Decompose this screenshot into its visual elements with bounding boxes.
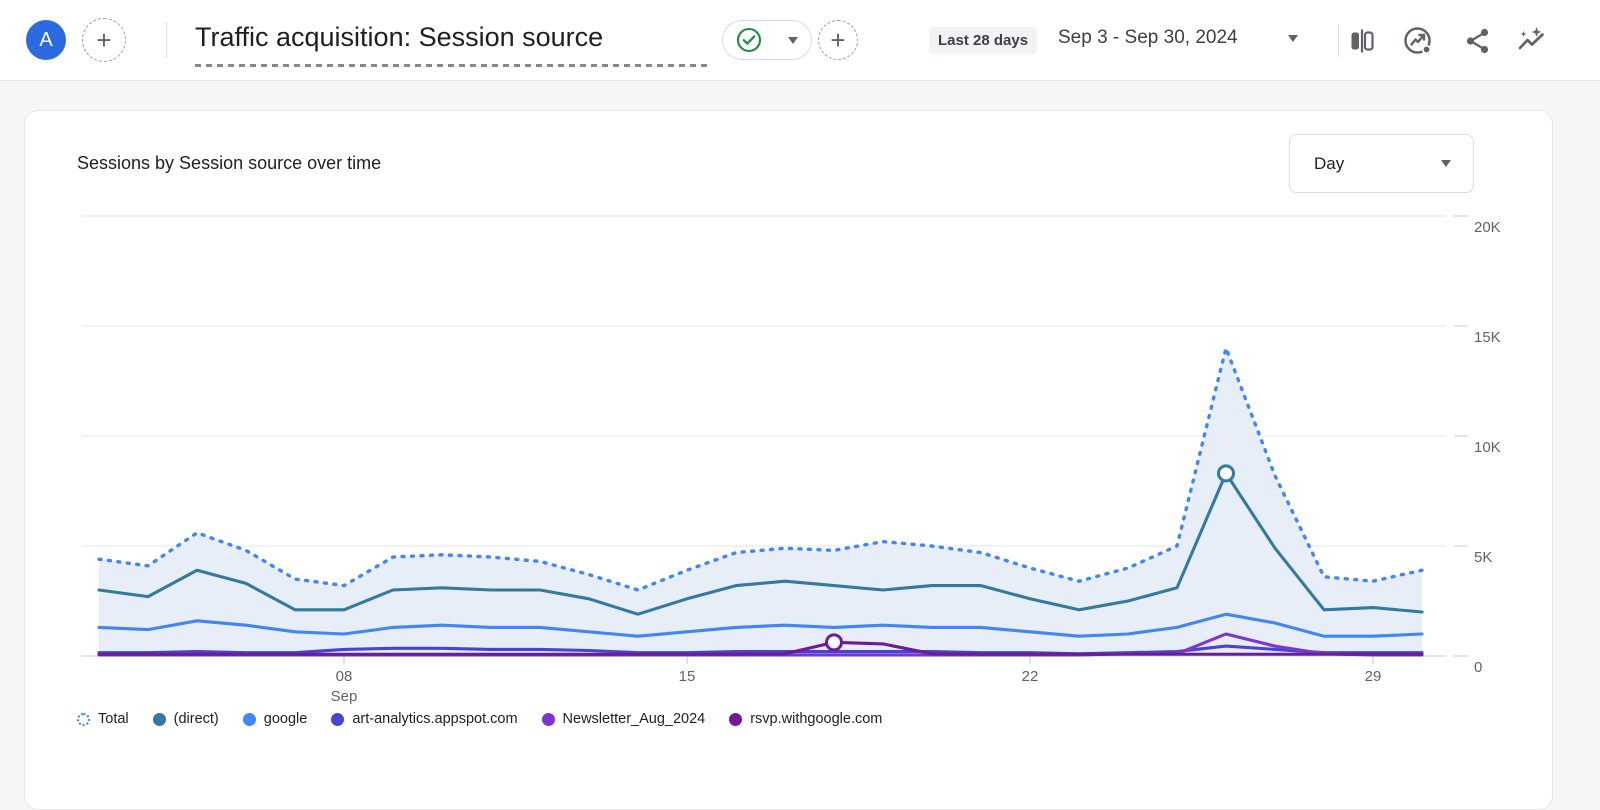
y-axis-label: 5K xyxy=(1474,549,1492,566)
x-axis-label: 15 xyxy=(679,668,696,685)
insights-circle-icon[interactable] xyxy=(1402,25,1434,57)
granularity-dropdown[interactable]: Day xyxy=(1289,134,1474,193)
legend-label: google xyxy=(263,711,308,727)
legend-item-rsvp-withgoogle-com[interactable]: rsvp.withgoogle.com xyxy=(729,711,882,727)
legend-label: art-analytics.appspot.com xyxy=(352,711,518,727)
caret-down-icon xyxy=(1441,160,1451,167)
title-edit-underline xyxy=(195,64,712,67)
series-line-art-analytics-appspot-com xyxy=(97,644,1424,656)
legend-label: Total xyxy=(98,711,129,727)
legend-item-total[interactable]: Total xyxy=(77,711,129,727)
divider xyxy=(166,22,167,58)
chart-title: Sessions by Session source over time xyxy=(77,153,382,173)
avatar[interactable]: A xyxy=(26,20,66,60)
report-title[interactable]: Traffic acquisition: Session source xyxy=(195,22,604,52)
plus-icon: + xyxy=(830,25,846,55)
app-header: A + Traffic acquisition: Session source … xyxy=(0,0,1600,81)
legend-item-google[interactable]: google xyxy=(242,711,308,727)
series-line-rsvp-withgoogle-com xyxy=(97,640,1424,656)
add-comparison-button[interactable]: + xyxy=(82,18,126,62)
legend-dot xyxy=(152,712,166,726)
x-axis-label: 29 xyxy=(1365,668,1382,685)
series-line--direct- xyxy=(97,471,1424,616)
date-range-badge: Last 28 days xyxy=(929,27,1038,54)
comparison-icon[interactable] xyxy=(1346,25,1378,57)
legend-item-art-analytics-appspot-com[interactable]: art-analytics.appspot.com xyxy=(331,711,518,727)
y-axis-label: 15K xyxy=(1474,329,1501,346)
caret-down-icon[interactable] xyxy=(1288,35,1298,42)
caret-down-icon xyxy=(788,36,798,44)
series-area-total xyxy=(99,348,1422,656)
check-circle-icon xyxy=(736,27,762,53)
series-line-total xyxy=(97,346,1424,592)
x-axis-label: 22 xyxy=(1022,668,1039,685)
legend-item-newsletter-aug-2024[interactable]: Newsletter_Aug_2024 xyxy=(541,711,706,727)
legend-dot xyxy=(331,712,345,726)
series-line-google xyxy=(97,612,1424,638)
y-axis-label: 20K xyxy=(1474,219,1501,236)
sparkline-insights-icon[interactable] xyxy=(1516,25,1548,57)
avatar-letter: A xyxy=(39,28,53,51)
x-axis-sublabel: Sep xyxy=(331,688,358,705)
plus-icon: + xyxy=(96,25,112,55)
chart-legend: Total (direct) google art-analytics.appspot… xyxy=(77,711,882,727)
x-axis-label: 08 xyxy=(336,668,353,685)
legend-dot-dashed xyxy=(77,712,90,726)
y-axis-label: 0 xyxy=(1474,659,1482,676)
legend-dot xyxy=(541,712,555,726)
sessions-chart-svg: 20K 15K 10K 5K 0 08 Sep 15 22 29 xyxy=(81,215,1501,705)
divider xyxy=(1338,24,1339,57)
sessions-chart: 20K 15K 10K 5K 0 08 Sep 15 22 29 xyxy=(81,206,1521,711)
granularity-value: Day xyxy=(1314,153,1345,173)
legend-dot xyxy=(242,712,256,726)
report-card: Sessions by Session source over time Day… xyxy=(24,110,1553,810)
y-axis-label: 10K xyxy=(1474,439,1501,456)
legend-label: (direct) xyxy=(173,711,219,727)
add-report-button[interactable]: + xyxy=(818,20,858,60)
legend-label: Newsletter_Aug_2024 xyxy=(562,711,706,727)
legend-label: rsvp.withgoogle.com xyxy=(750,711,883,727)
share-icon[interactable] xyxy=(1462,25,1494,57)
data-point-marker xyxy=(1217,464,1235,483)
legend-dot xyxy=(729,712,743,726)
date-range-value[interactable]: Sep 3 - Sep 30, 2024 xyxy=(1058,27,1238,48)
legend-item--direct-[interactable]: (direct) xyxy=(152,711,219,727)
saved-status-dropdown[interactable] xyxy=(722,20,812,60)
data-point-marker xyxy=(825,633,843,652)
